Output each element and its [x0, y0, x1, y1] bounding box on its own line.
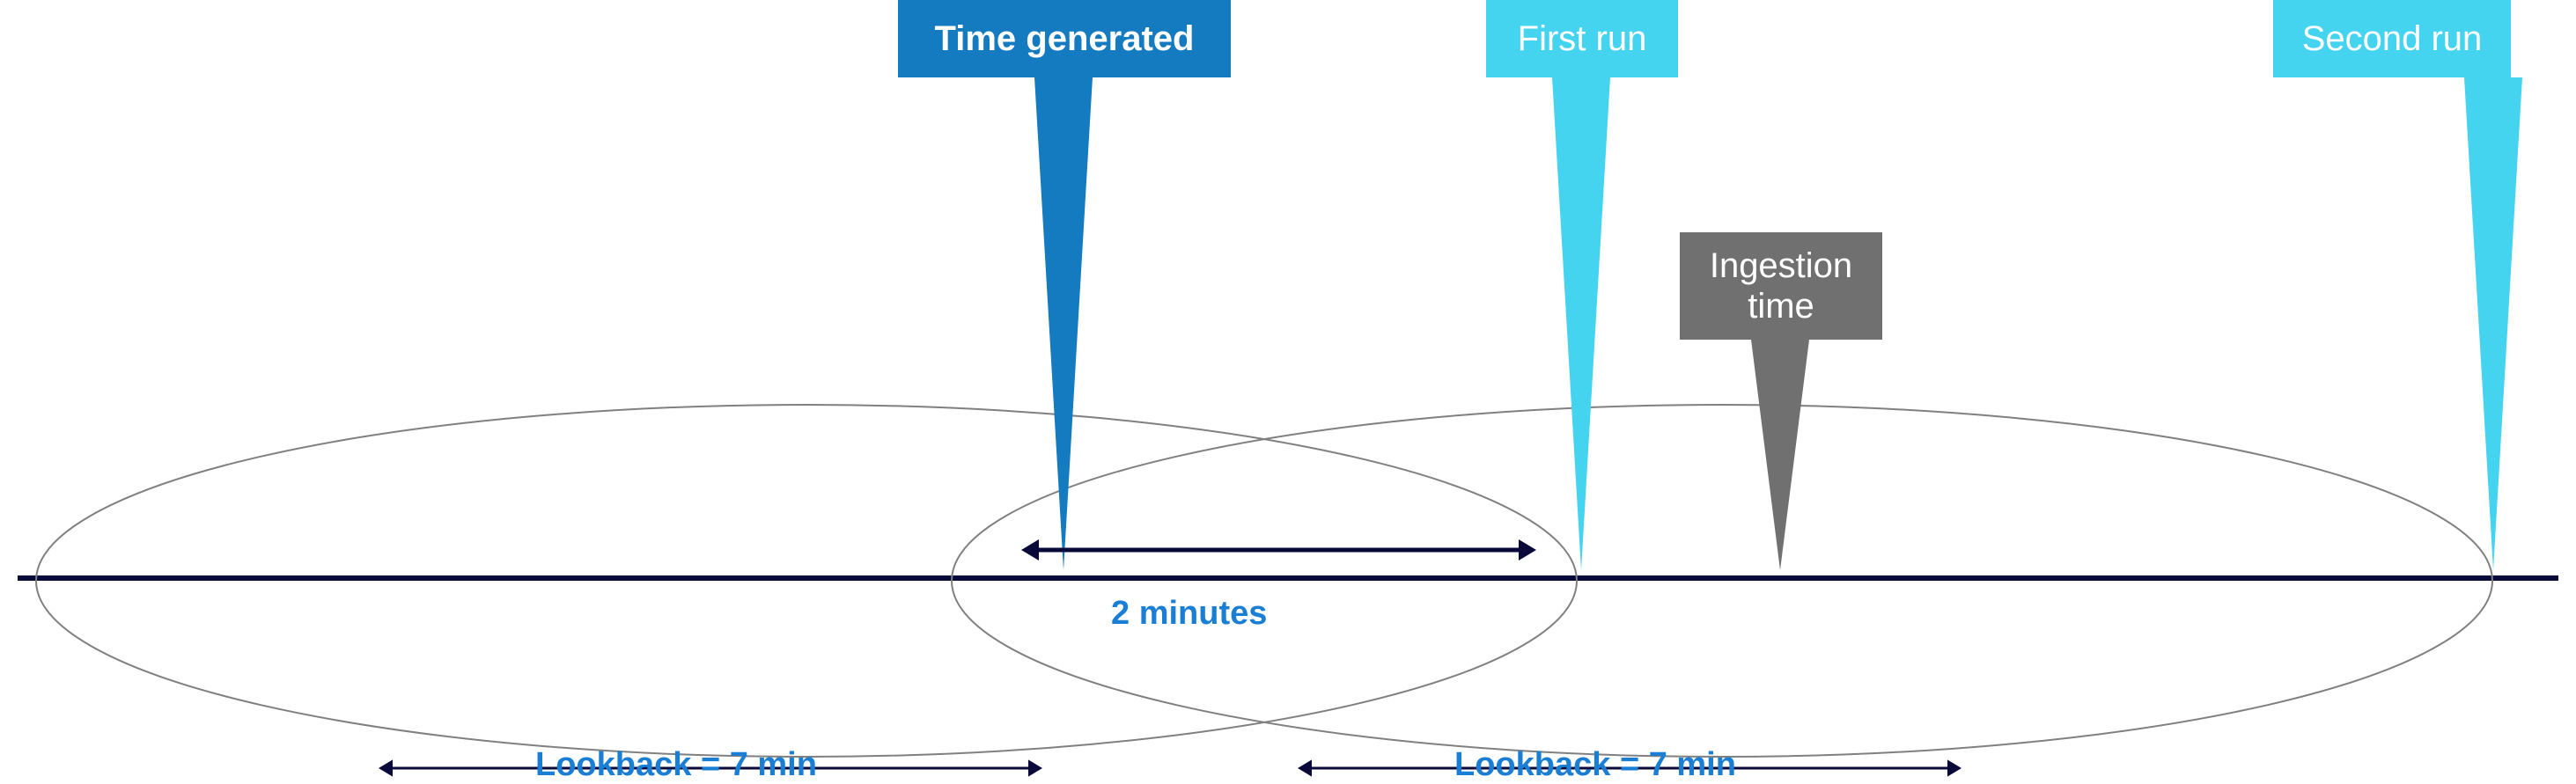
callout-second-run: [2273, 0, 2522, 570]
callout-label-second-run: Second run: [2273, 0, 2511, 77]
callout-label-ingestion-time: Ingestion time: [1680, 232, 1882, 340]
callout-time-generated: [898, 0, 1231, 570]
text-lookback-left-t: Lookback = 7 min: [535, 746, 817, 784]
text-two-minutes: 2 minutes: [1111, 595, 1267, 633]
text-lookback-right-t: Lookback = 7 min: [1454, 746, 1736, 784]
callout-first-run: [1486, 0, 1678, 570]
callout-label-time-generated: Time generated: [898, 0, 1231, 77]
callout-label-first-run: First run: [1486, 0, 1678, 77]
double-arrow-overlap-arrow: [1021, 539, 1536, 561]
